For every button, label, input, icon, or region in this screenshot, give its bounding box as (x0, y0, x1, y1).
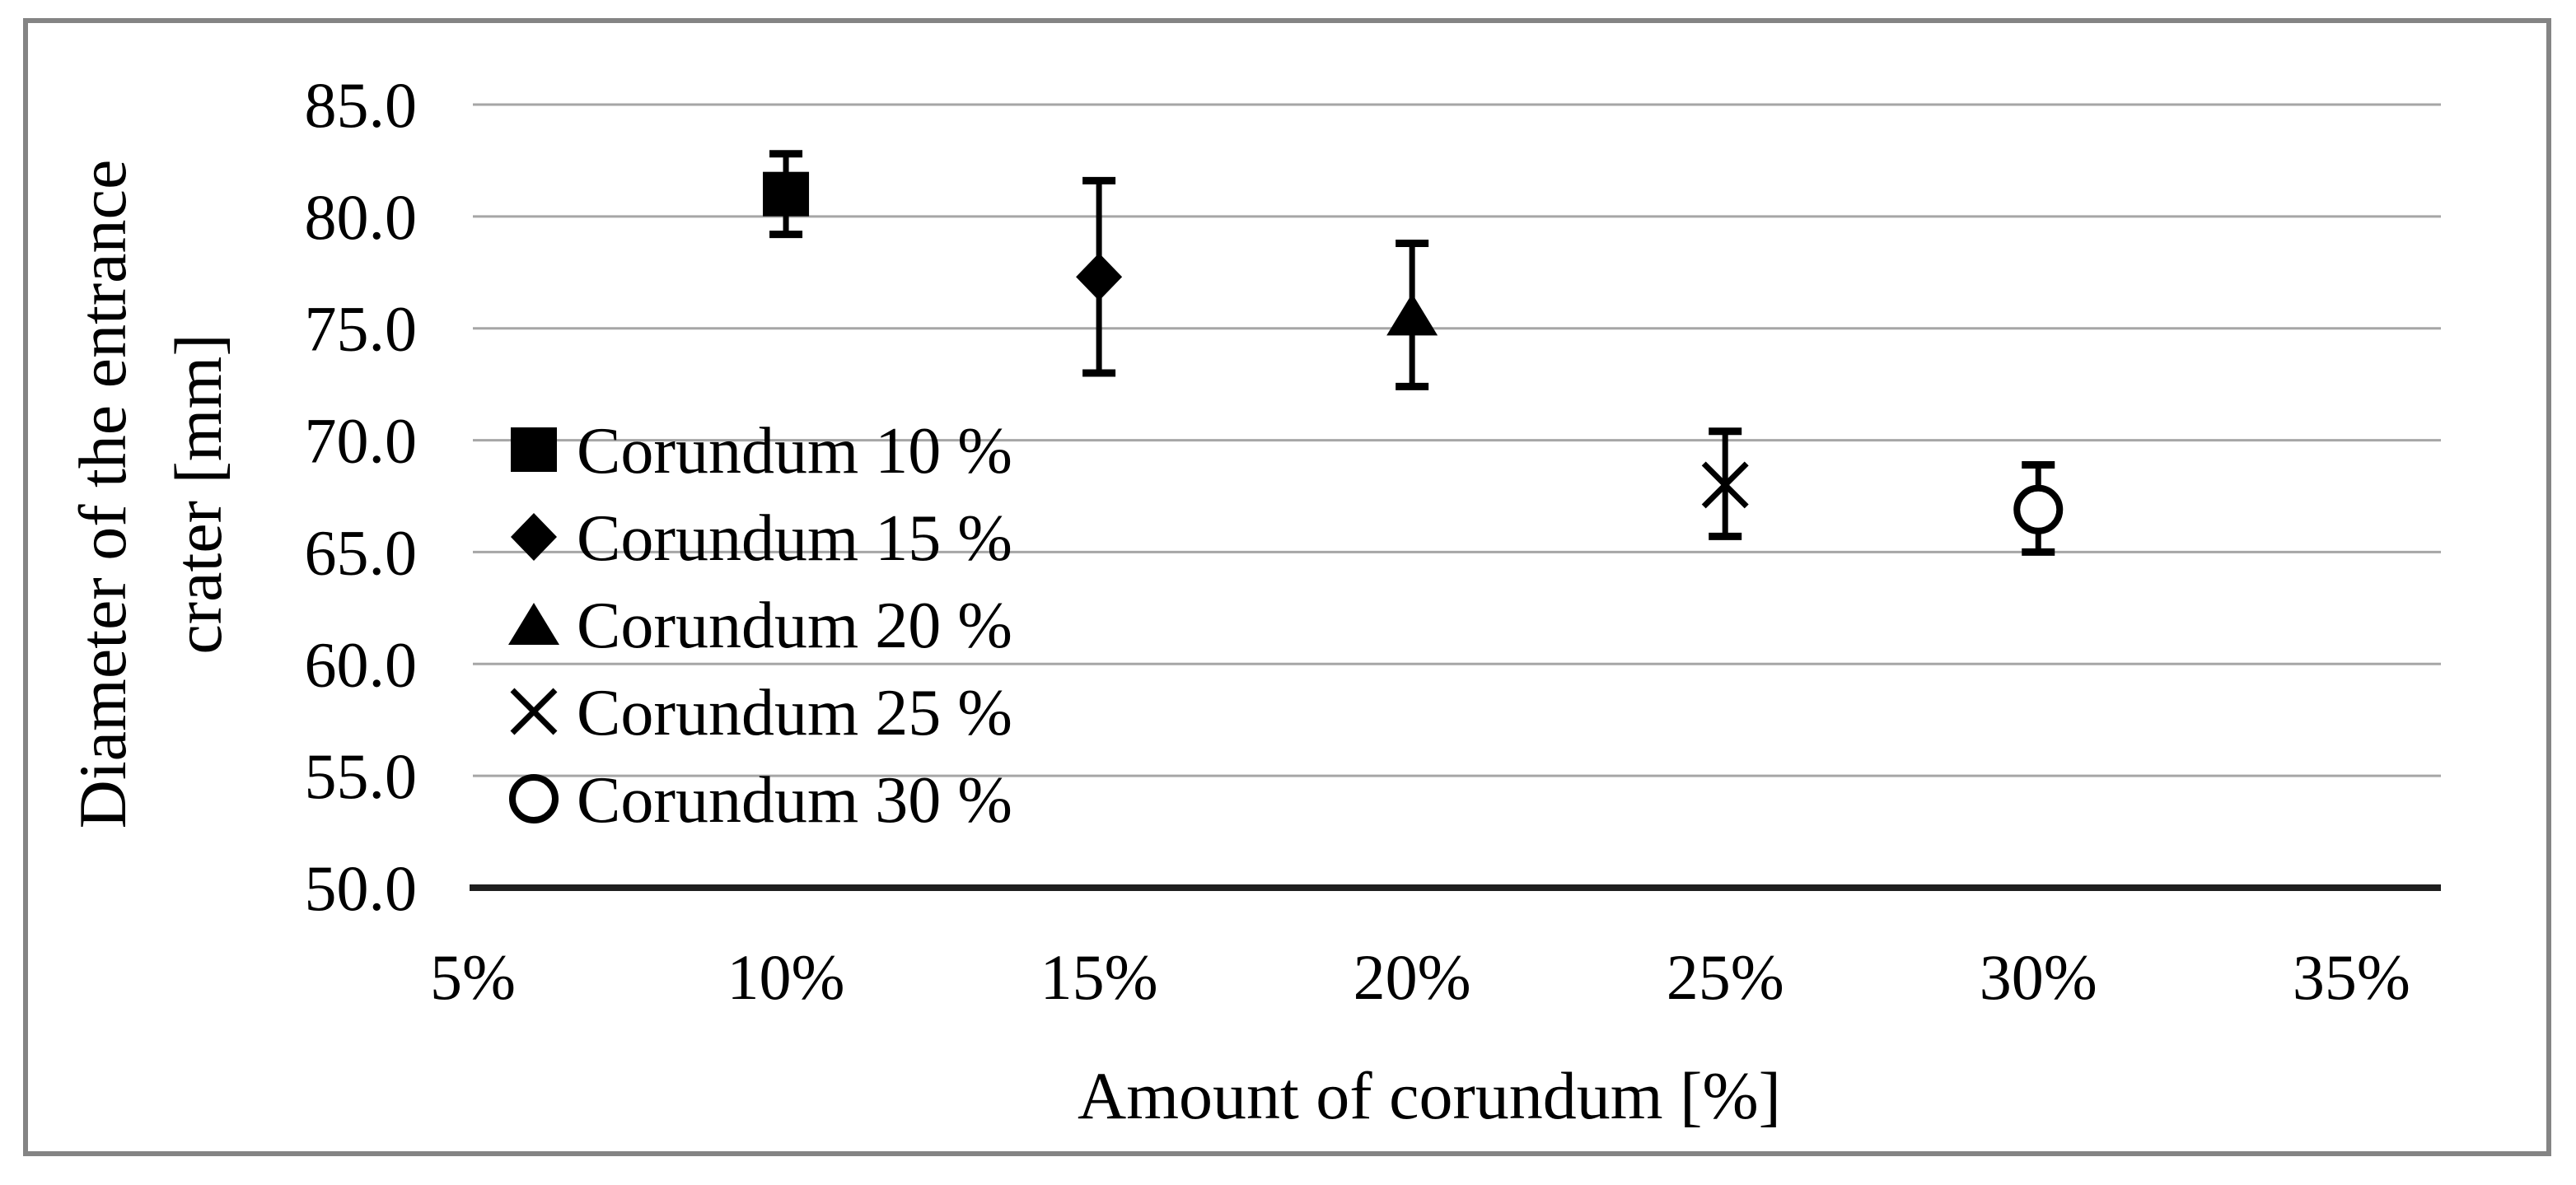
y-tick-label: 75.0 (305, 293, 418, 365)
data-point-filled-diamond (1076, 176, 1123, 377)
x-tick-label: 20% (1353, 941, 1471, 1013)
data-series-group (763, 150, 2064, 556)
filled-triangle-marker (508, 603, 559, 645)
data-point-x-cross (1701, 427, 1749, 540)
x-tick-label: 10% (727, 941, 845, 1013)
data-point-open-circle (2013, 460, 2064, 556)
legend-markers-group (508, 427, 559, 823)
y-tick-label: 60.0 (305, 628, 418, 700)
x-tick-label: 35% (2293, 941, 2410, 1013)
legend-label-corundum-20: Corundum 20 % (577, 590, 1012, 662)
x-tick-label: 15% (1040, 941, 1158, 1013)
y-tick-label: 70.0 (305, 405, 418, 477)
figure-border (23, 18, 2551, 1156)
y-tick-label: 55.0 (305, 740, 418, 812)
y-axis-title-line1: Diameter of the entrance (65, 160, 140, 829)
filled-diamond-marker (1076, 253, 1123, 301)
x-tick-label: 25% (1667, 941, 1784, 1013)
x-tick-labels-group: 5% 10% 15% 20% 25% 30% 35% (430, 941, 2410, 1013)
x-cross-marker (1701, 461, 1749, 509)
legend-label-corundum-15: Corundum 15 % (577, 502, 1012, 575)
x-cross-marker (510, 688, 558, 735)
legend-label-corundum-10: Corundum 10 % (577, 415, 1012, 488)
legend: Corundum 10 % Corundum 15 % Corundum 20 … (577, 415, 1012, 837)
legend-label-corundum-30: Corundum 30 % (577, 764, 1012, 837)
gridlines-group (473, 103, 2441, 777)
data-point-filled-square (763, 150, 810, 239)
y-tick-label: 65.0 (305, 516, 418, 588)
legend-label-corundum-25: Corundum 25 % (577, 677, 1012, 749)
data-point-filled-triangle (1386, 239, 1438, 390)
filled-diamond-marker (511, 513, 557, 561)
filled-square-marker (763, 171, 810, 217)
x-tick-label: 30% (1980, 941, 2097, 1013)
y-tick-labels-group: 85.0 80.0 75.0 70.0 65.0 60.0 55.0 50.0 (305, 69, 418, 924)
x-axis-title: Amount of corundum [%] (1078, 1058, 1781, 1133)
y-axis-title-line2: crater [mm] (161, 334, 236, 654)
filled-triangle-marker (1386, 293, 1438, 336)
x-tick-label: 5% (430, 941, 516, 1013)
filled-square-marker (511, 427, 557, 472)
open-circle-marker (509, 774, 559, 823)
open-circle-marker (2013, 484, 2064, 534)
y-tick-label: 50.0 (305, 852, 418, 924)
y-tick-label: 80.0 (305, 181, 418, 253)
y-tick-label: 85.0 (305, 69, 418, 141)
